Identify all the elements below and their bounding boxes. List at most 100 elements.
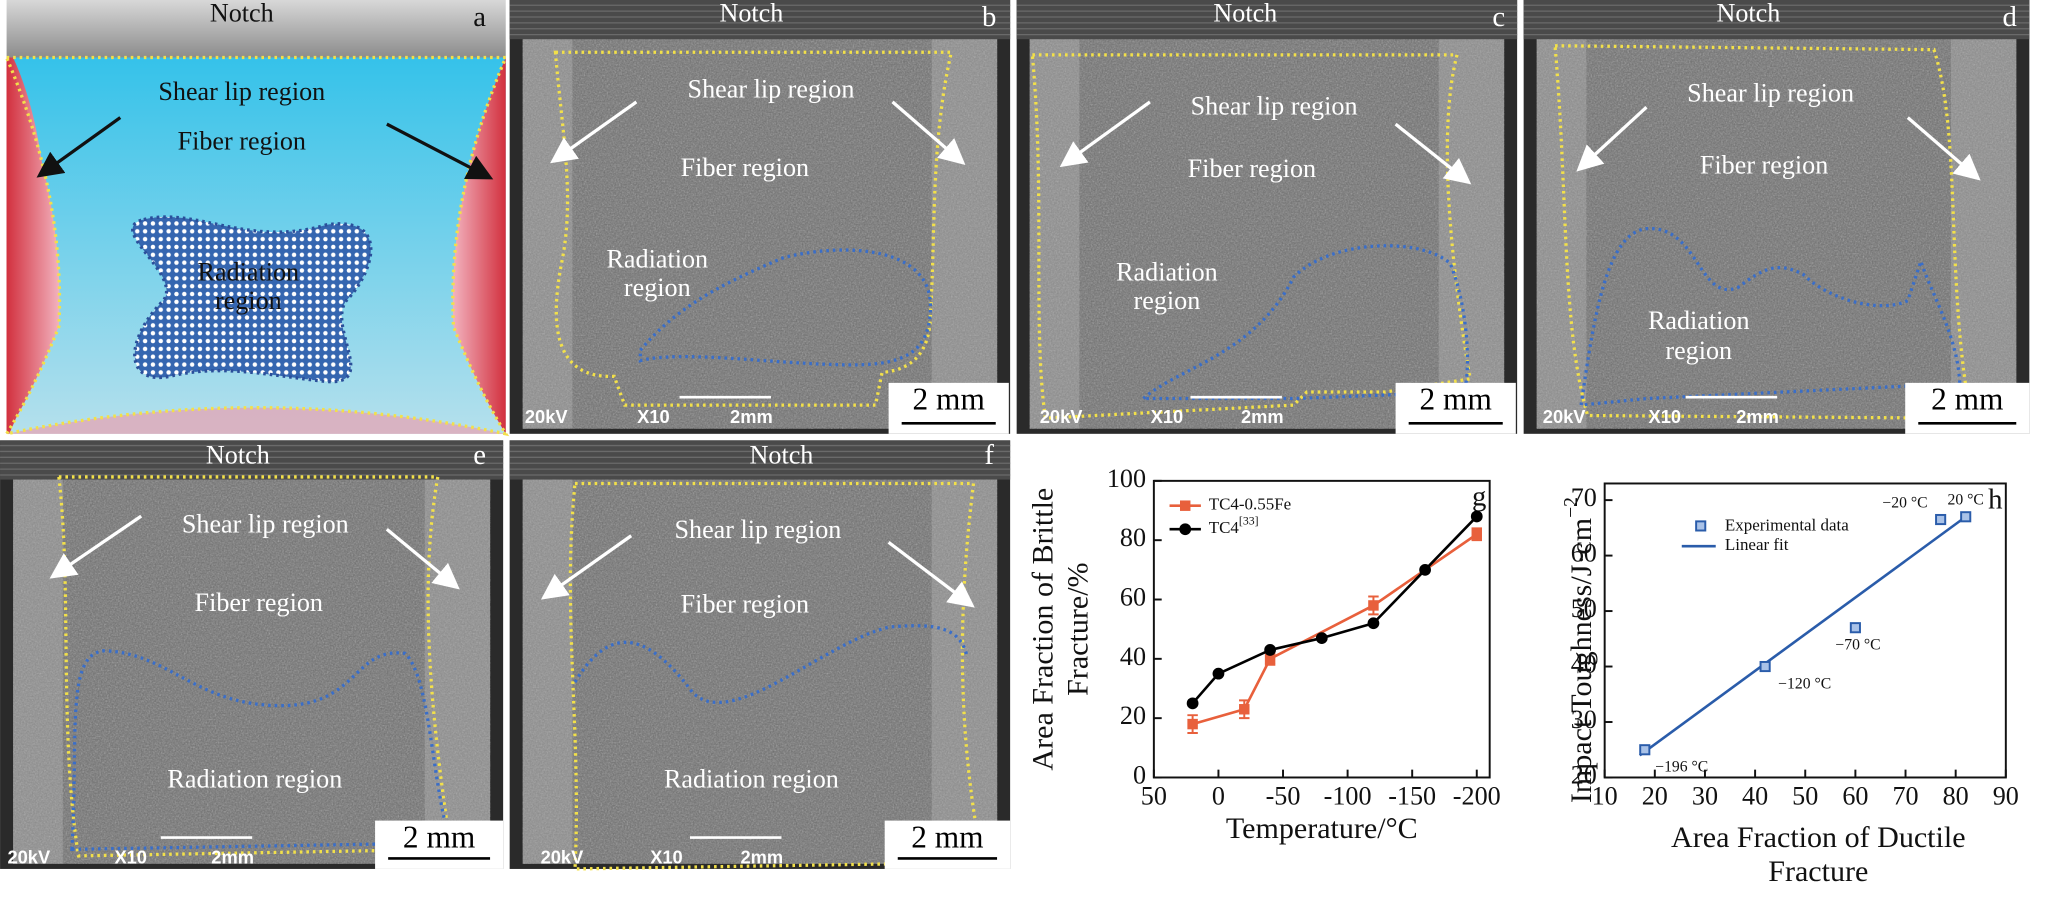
radiation-label: Radiation: [1116, 257, 1218, 286]
panel: Notch Shear lip region Fiber region Radiati…: [3, 0, 510, 437]
blue-boundary: [70, 649, 454, 852]
legend-citation: [33]: [1239, 514, 1259, 527]
shear-lip-label: Shear lip region: [158, 77, 325, 106]
x-tick-label: -150: [1388, 781, 1436, 810]
notch-label: Notch: [1213, 0, 1277, 28]
scale-label: 2 mm: [911, 819, 983, 854]
shear-lip-right: [931, 476, 998, 864]
marker: [1264, 653, 1276, 665]
x-tick-label: 90: [1993, 781, 2019, 810]
scale-box: [1905, 382, 2030, 434]
panel: 20kV X10 2mm 2 mm Notch Shear lip region Fiber…: [0, 439, 504, 869]
notch: [1523, 0, 2030, 40]
shear-lip-left: [6, 57, 60, 434]
shear-lip-left: [13, 476, 63, 864]
panel-letter: f: [984, 439, 994, 471]
arrow: [891, 100, 966, 165]
boundary: [3, 55, 510, 437]
radiation-label: Radiation: [198, 257, 300, 286]
y-tick-label: 80: [1120, 523, 1146, 552]
panel: 20kV X10 2mm 2 mm Notch Shear lip region Fiber…: [509, 0, 1011, 434]
sem-info: 20kV: [1543, 406, 1587, 427]
marker: [1368, 600, 1379, 611]
radiation-label: region: [1134, 286, 1201, 315]
point-label: −70 °C: [1835, 637, 1880, 654]
notch-label: Notch: [750, 440, 814, 469]
arrow: [550, 100, 638, 164]
shear-lip-right: [424, 476, 491, 864]
legend-label: TC4-0.55Fe: [1209, 495, 1291, 514]
arrow: [385, 527, 460, 590]
legend-label: Experimental data: [1725, 515, 1849, 534]
x-tick-label: 60: [1842, 781, 1868, 810]
x-tick-label: 20: [1642, 781, 1668, 810]
marker: [1212, 667, 1225, 680]
shear-lip-label: Shear lip region: [1687, 78, 1854, 107]
x-axis-title: Area Fraction of Ductile: [1671, 820, 1966, 854]
shear-lip-left: [1536, 36, 1587, 429]
panel-letter: g: [1472, 481, 1486, 513]
x-tick-label: 70: [1892, 781, 1918, 810]
x-tick-label: -100: [1324, 781, 1372, 810]
sem-info: 20kV: [541, 846, 585, 867]
y-tick-label: 60: [1120, 583, 1146, 612]
panel-letter: h: [1988, 483, 2002, 515]
radiation-label: Radiation region: [167, 764, 342, 793]
legend-name: TC4-0.55Fe: [1209, 495, 1291, 514]
y-axis-title-main: Impact Toughness/J·cm: [1564, 518, 1598, 803]
scale-label: 2 mm: [913, 382, 985, 417]
arrow: [887, 540, 975, 608]
notch: [0, 440, 504, 480]
sem-info: 2mm: [1241, 406, 1284, 427]
radiation-label: Radiation: [1648, 306, 1750, 335]
x-axis-title: Temperature/°C: [1226, 811, 1418, 845]
y-tick-label: 30: [1571, 705, 1597, 734]
y-tick-label: 0: [1133, 760, 1146, 789]
specimen-texture: [1536, 36, 2017, 429]
panel: 20kV X10 2mm 2 mm Notch Shear lip region Fiber…: [1016, 0, 1518, 434]
arrow: [49, 514, 143, 579]
x-axis-title: Fracture: [1768, 854, 1868, 888]
arrow: [386, 122, 494, 180]
notch: [509, 0, 1011, 40]
marker: [1759, 660, 1771, 673]
radiation-label: region: [624, 273, 691, 302]
sem-info: X10: [637, 406, 670, 427]
y-tick-label: 70: [1571, 483, 1597, 512]
arrow: [36, 116, 122, 178]
x-tick-label: 50: [1141, 781, 1167, 810]
marker: [1264, 644, 1276, 656]
marker: [1419, 563, 1431, 576]
x-tick-label: 10: [1592, 781, 1618, 810]
notch: [1016, 0, 1518, 40]
y-tick-label: 50: [1571, 594, 1597, 623]
marker: [1187, 718, 1198, 730]
marker: [1186, 697, 1199, 710]
shear-lip-label: Shear lip region: [674, 515, 841, 544]
notch-label: Notch: [210, 0, 274, 28]
notch: [6, 0, 506, 58]
point-label: −20 °C: [1882, 494, 1927, 511]
legend-marker: [1179, 523, 1192, 536]
specimen-texture: [1029, 36, 1505, 429]
specimen-texture: [13, 476, 491, 864]
shear-lip-left: [522, 36, 573, 429]
scale-label: 2 mm: [1931, 382, 2003, 417]
x-tick-label: -50: [1266, 781, 1301, 810]
radiation-label: Radiation: [607, 244, 709, 273]
sem-info: 20kV: [525, 406, 569, 427]
y-axis-title: Impact Toughness/J·cm−2: [1561, 497, 1598, 803]
scale-box: [884, 820, 1011, 869]
x-tick-label: -200: [1453, 781, 1501, 810]
radiation-zone: [131, 215, 373, 384]
marker: [1315, 632, 1328, 644]
shear-lip-right: [931, 36, 998, 429]
yellow-boundary: [1553, 44, 1969, 420]
shear-lip-right: [1950, 36, 2017, 429]
point-label: −120 °C: [1778, 675, 1831, 692]
marker: [1471, 529, 1482, 540]
arrow: [1906, 116, 1981, 181]
panel-letter: d: [2003, 1, 2018, 33]
point-label: 20 °C: [1948, 492, 1984, 509]
